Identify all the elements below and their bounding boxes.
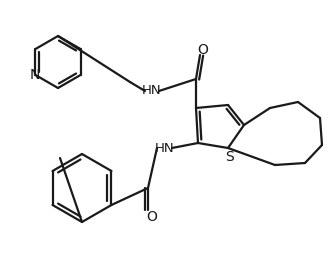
Text: S: S: [225, 150, 234, 164]
Text: O: O: [146, 210, 158, 224]
Text: HN: HN: [142, 85, 162, 98]
Text: N: N: [29, 68, 40, 82]
Text: O: O: [198, 43, 208, 57]
Text: HN: HN: [155, 141, 175, 155]
